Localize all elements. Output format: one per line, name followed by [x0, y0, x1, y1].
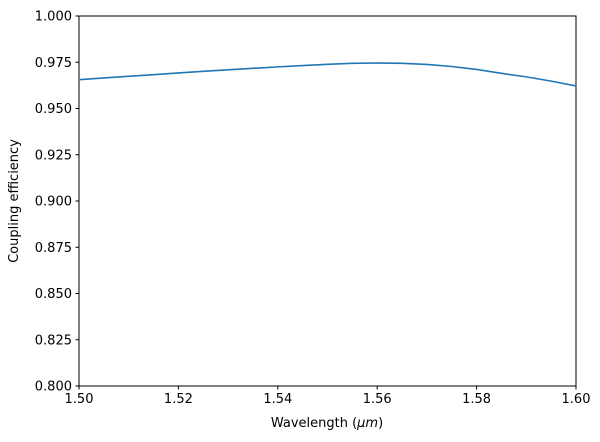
x-axis-label-prefix: Wavelength ( — [271, 416, 357, 431]
x-tick-label: 1.60 — [562, 392, 591, 407]
x-axis-label-unit: μm — [356, 416, 378, 431]
y-axis-ticks: 0.800 0.825 0.850 0.875 0.900 0.925 0.950 0.975… — [35, 10, 79, 395]
x-tick-label: 1.50 — [65, 392, 94, 407]
y-tick-label: 0.950 — [35, 102, 72, 117]
y-tick-label: 0.800 — [35, 380, 72, 395]
y-axis-label: Coupling efficiency — [7, 139, 22, 263]
coupling-efficiency-line — [78, 62, 577, 87]
x-tick-label: 1.58 — [462, 392, 491, 407]
y-tick-label: 0.900 — [35, 195, 72, 210]
y-tick-label: 0.975 — [35, 56, 72, 71]
y-tick-label: 1.000 — [35, 10, 72, 25]
y-tick-label: 0.825 — [35, 333, 72, 348]
y-tick-label: 0.850 — [35, 287, 72, 302]
x-tick-label: 1.56 — [363, 392, 392, 407]
plot-area-border — [78, 15, 577, 387]
x-tick-label: 1.52 — [164, 392, 193, 407]
x-tick-label: 1.54 — [263, 392, 292, 407]
x-axis-label-suffix: ) — [378, 416, 383, 431]
y-tick-label: 0.925 — [35, 148, 72, 163]
y-tick-label: 0.875 — [35, 241, 72, 256]
x-axis-ticks: 1.50 1.52 1.54 1.56 1.58 1.60 — [65, 386, 591, 407]
x-axis-label: Wavelength (μm) — [271, 416, 383, 431]
